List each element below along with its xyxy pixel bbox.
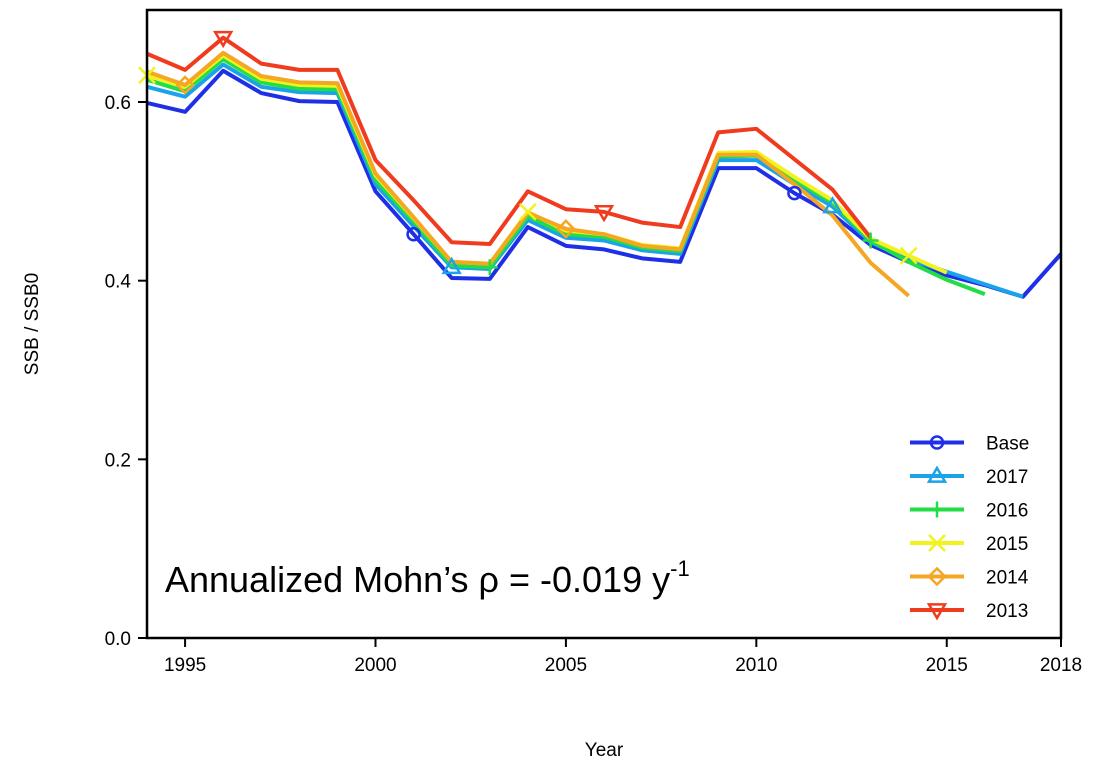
x-tick-label: 2010 bbox=[735, 655, 777, 676]
x-tick-label: 2015 bbox=[926, 655, 968, 676]
marker bbox=[822, 196, 843, 214]
series-line bbox=[146, 35, 873, 247]
y-tick-label: 0.2 bbox=[105, 450, 131, 471]
marker bbox=[518, 203, 537, 221]
y-tick-label: 0.6 bbox=[105, 93, 131, 114]
legend-marker bbox=[928, 534, 946, 552]
legend-label: Base bbox=[986, 434, 1029, 455]
marker bbox=[899, 246, 918, 265]
annotation: Annualized Mohn’s ρ = -0.019 y-1 bbox=[165, 556, 690, 600]
legend-label: 2013 bbox=[986, 601, 1028, 622]
series-line bbox=[146, 62, 1024, 299]
x-tick-label: 2005 bbox=[545, 655, 587, 676]
marker bbox=[593, 205, 615, 223]
marker bbox=[787, 185, 802, 201]
legend-marker bbox=[927, 566, 947, 587]
plot-frame bbox=[145, 8, 1063, 640]
marker bbox=[212, 30, 234, 49]
legend-label: 2014 bbox=[986, 568, 1029, 589]
annotation-text: Annualized Mohn’s ρ = -0.019 y bbox=[165, 559, 670, 600]
series-line bbox=[146, 50, 910, 298]
legend-marker bbox=[926, 465, 948, 483]
legend-marker bbox=[929, 501, 945, 518]
legend-label: 2016 bbox=[986, 501, 1028, 522]
x-tick-label: 2018 bbox=[1040, 655, 1082, 676]
x-axis-label: Year bbox=[585, 740, 624, 761]
marker bbox=[406, 226, 421, 242]
marker bbox=[175, 75, 195, 95]
legend-marker bbox=[929, 435, 945, 450]
y-tick-label: 0.0 bbox=[105, 629, 131, 650]
legend-label: 2017 bbox=[986, 467, 1028, 488]
marker bbox=[441, 256, 462, 275]
x-tick-label: 2000 bbox=[354, 655, 396, 676]
marker bbox=[556, 219, 576, 239]
marker bbox=[481, 259, 498, 276]
legend-label: 2015 bbox=[986, 534, 1028, 555]
y-axis-label: SSB / SSB0 bbox=[22, 273, 43, 375]
legend-marker bbox=[926, 603, 948, 621]
marker bbox=[862, 232, 879, 249]
x-tick-label: 1995 bbox=[164, 655, 206, 676]
annotation-superscript: -1 bbox=[670, 556, 690, 581]
y-tick-label: 0.4 bbox=[105, 272, 132, 293]
